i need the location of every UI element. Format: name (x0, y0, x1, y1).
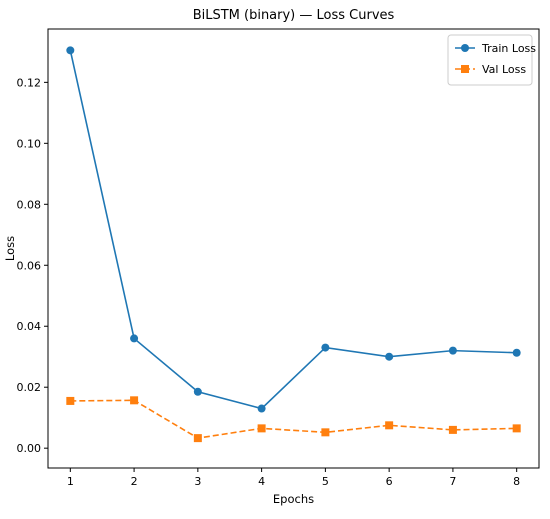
y-tick-label: 0.06 (17, 259, 42, 272)
legend-val-loss-label: Val Loss (482, 63, 526, 76)
series-layer (66, 46, 521, 443)
y-tick-label: 0.08 (17, 198, 42, 211)
y-axis-label: Loss (3, 236, 17, 261)
train-loss-point (257, 404, 266, 413)
chart-title: BiLSTM (binary) — Loss Curves (193, 8, 395, 23)
x-tick-label: 1 (67, 475, 74, 488)
y-axis-ticks: 0.00 0.02 0.04 0.06 0.08 0.10 0.12 (17, 76, 48, 455)
train-loss-point (193, 387, 202, 396)
x-axis-ticks: 1 2 3 4 5 6 7 8 (67, 468, 520, 488)
train-loss-point (130, 334, 139, 343)
x-tick-label: 4 (258, 475, 265, 488)
y-tick-label: 0.10 (17, 137, 42, 150)
val-loss-point (193, 434, 202, 443)
val-loss-point (385, 421, 394, 430)
val-loss-point (448, 425, 457, 434)
val-loss-point (130, 396, 139, 405)
train-loss-point (385, 352, 394, 361)
legend-train-loss-label: Train Loss (481, 42, 536, 55)
y-tick-label: 0.12 (17, 76, 42, 89)
val-loss-point (321, 428, 330, 437)
y-tick-label: 0.02 (17, 381, 42, 394)
train-loss-point (66, 46, 75, 55)
x-tick-label: 6 (386, 475, 393, 488)
train-loss-point (512, 348, 521, 357)
legend-train-loss-marker (461, 44, 469, 52)
x-tick-label: 5 (322, 475, 329, 488)
val-loss-point (257, 424, 266, 433)
x-tick-label: 3 (194, 475, 201, 488)
x-tick-label: 7 (449, 475, 456, 488)
y-tick-label: 0.04 (17, 320, 42, 333)
x-tick-label: 2 (131, 475, 138, 488)
plot-area-frame (47, 28, 540, 469)
train-loss-line (69, 50, 517, 410)
train-loss-point (321, 343, 330, 352)
x-tick-label: 8 (513, 475, 520, 488)
x-axis-label: Epochs (273, 492, 314, 506)
legend-val-loss-marker (461, 65, 469, 73)
val-loss-point (512, 424, 521, 433)
y-tick-label: 0.00 (17, 442, 42, 455)
legend: Train Loss Val Loss (447, 34, 536, 86)
val-loss-point (66, 396, 75, 405)
val-loss-line (70, 399, 517, 439)
train-loss-point (448, 346, 457, 355)
